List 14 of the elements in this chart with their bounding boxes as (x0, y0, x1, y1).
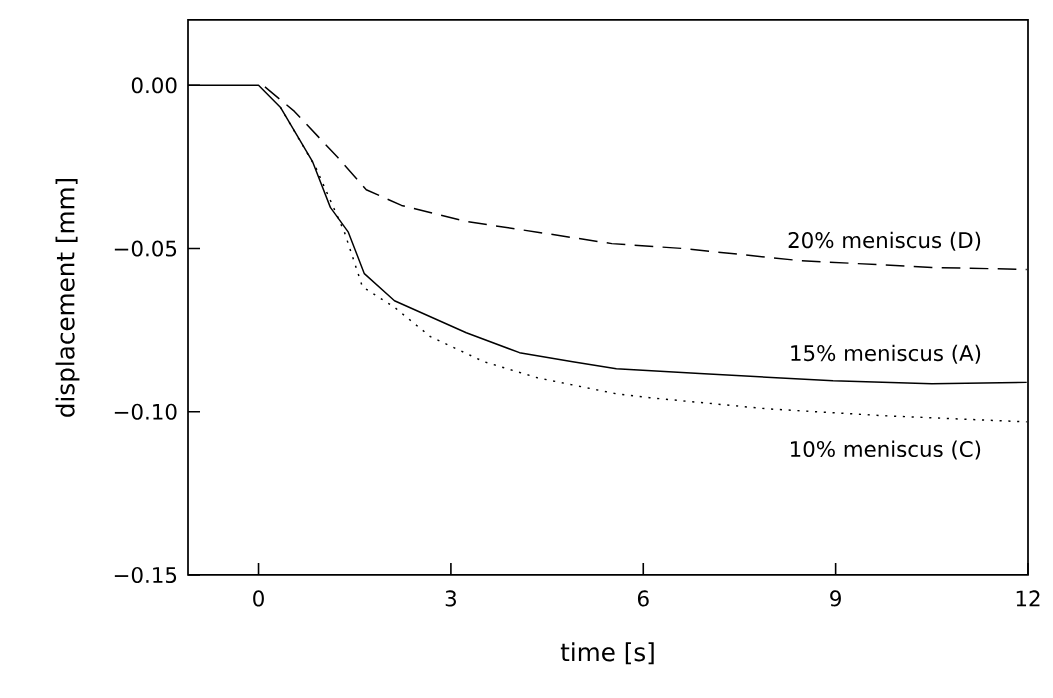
x-tick-label: 9 (830, 590, 841, 607)
x-tick-label: 3 (445, 590, 456, 607)
x-axis-title: time [s] (560, 642, 654, 665)
y-tick-label: 0.00 (131, 77, 177, 94)
series-label: 20% meniscus (D) (788, 231, 981, 251)
series-label: 15% meniscus (A) (791, 344, 981, 364)
y-tick-label: −0.10 (114, 403, 177, 420)
series-label: 10% meniscus (C) (791, 440, 981, 460)
y-tick-label: −0.05 (114, 240, 177, 257)
x-tick-label: 12 (1016, 590, 1040, 607)
y-tick-label: −0.15 (114, 566, 177, 584)
x-tick-label: 0 (253, 590, 264, 607)
y-axis-title: displacement [mm] (55, 178, 80, 417)
x-tick-label: 6 (637, 590, 649, 607)
